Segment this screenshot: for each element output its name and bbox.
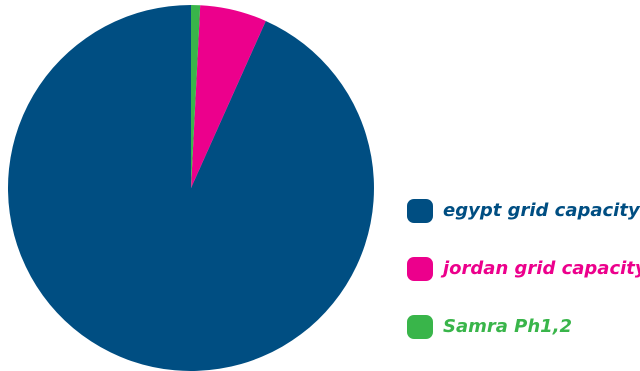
legend-item-samra-ph1-2: Samra Ph1,2 [407, 312, 637, 341]
legend-item-jordan-grid-capacity: jordan grid capacity [407, 254, 640, 283]
legend: egypt grid capacity jordan grid capacity… [407, 196, 640, 341]
legend-item-egypt-grid-capacity: egypt grid capacity [407, 196, 640, 225]
legend-label-egypt-grid-capacity: egypt grid capacity [443, 200, 640, 221]
legend-swatch-samra-ph1-2 [407, 314, 433, 339]
legend-label-jordan-grid-capacity: jordan grid capacity [443, 258, 640, 279]
pie-slice-egypt-grid-capacity [7, 4, 374, 371]
pie-slice-samra-ph1-2 [191, 4, 201, 188]
legend-label-samra-ph1-2: Samra Ph1,2 [443, 316, 573, 337]
legend-swatch-egypt-grid-capacity [407, 198, 433, 223]
pie-slices [7, 4, 374, 371]
legend-swatch-jordan-grid-capacity [407, 256, 433, 281]
pie-slice-jordan-grid-capacity [191, 5, 266, 189]
